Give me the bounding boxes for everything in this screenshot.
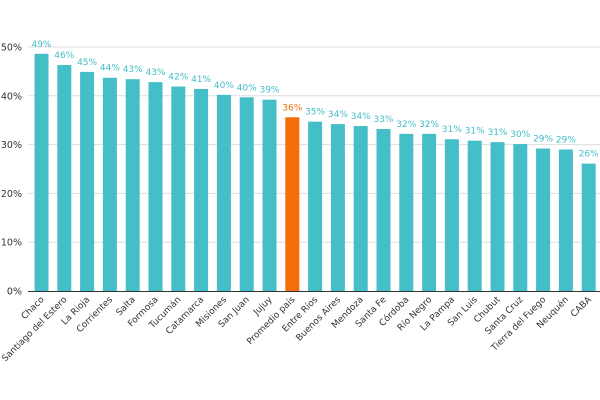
data-label: 34% (351, 112, 371, 122)
data-label: 45% (77, 58, 97, 68)
data-label: 30% (510, 130, 530, 140)
data-label: 32% (419, 120, 439, 130)
bar (536, 148, 551, 291)
bar (422, 133, 437, 291)
data-label: 40% (214, 81, 234, 91)
bar (513, 144, 528, 291)
data-label: 26% (579, 150, 599, 160)
bar (216, 94, 231, 291)
bar (308, 121, 323, 291)
bar (444, 139, 459, 291)
data-label: 31% (487, 128, 507, 138)
x-tick-label: CABA (569, 294, 594, 319)
data-label: 49% (31, 40, 51, 50)
bar (285, 117, 300, 291)
data-label: 32% (396, 120, 416, 130)
data-label: 46% (54, 51, 74, 61)
data-label: 33% (373, 115, 393, 125)
bar (376, 128, 391, 291)
bars (34, 53, 596, 291)
bar (239, 97, 254, 291)
bar (148, 82, 163, 291)
bar (125, 79, 140, 291)
bar (102, 77, 117, 291)
data-label: 36% (282, 103, 302, 113)
data-label: 44% (100, 64, 120, 74)
data-label: 39% (259, 86, 279, 96)
data-label: 43% (145, 68, 165, 78)
bar (262, 99, 277, 291)
bar (171, 86, 186, 291)
y-tick-label: 20% (1, 189, 22, 200)
bar (581, 163, 596, 291)
bar (34, 53, 49, 291)
data-label: 29% (556, 135, 576, 145)
bar (194, 88, 209, 291)
y-tick-label: 40% (1, 91, 22, 102)
bar (490, 142, 505, 291)
data-label: 29% (533, 135, 553, 145)
data-label: 41% (191, 75, 211, 85)
y-tick-label: 50% (1, 43, 22, 54)
data-labels: 49%46%45%44% 43% 43% 42% 41%40% 40% 39%36% 35% 3… (31, 40, 599, 160)
bar (330, 124, 345, 291)
bar (57, 65, 72, 291)
bar (80, 71, 95, 291)
data-label: 31% (442, 125, 462, 135)
data-label: 34% (328, 110, 348, 120)
data-label: 35% (305, 108, 325, 118)
y-tick-label: 0% (7, 287, 22, 298)
y-axis: 0% 10% 20% 30% 40% 50% (1, 43, 22, 298)
data-label: 42% (168, 73, 188, 83)
y-tick-label: 30% (1, 140, 22, 151)
data-label: 31% (465, 127, 485, 137)
bar (558, 149, 573, 291)
bar (467, 140, 482, 291)
y-tick-label: 10% (1, 238, 22, 249)
bar (353, 126, 368, 291)
data-label: 43% (123, 65, 143, 75)
bar (399, 133, 414, 291)
data-label: 40% (237, 83, 257, 93)
